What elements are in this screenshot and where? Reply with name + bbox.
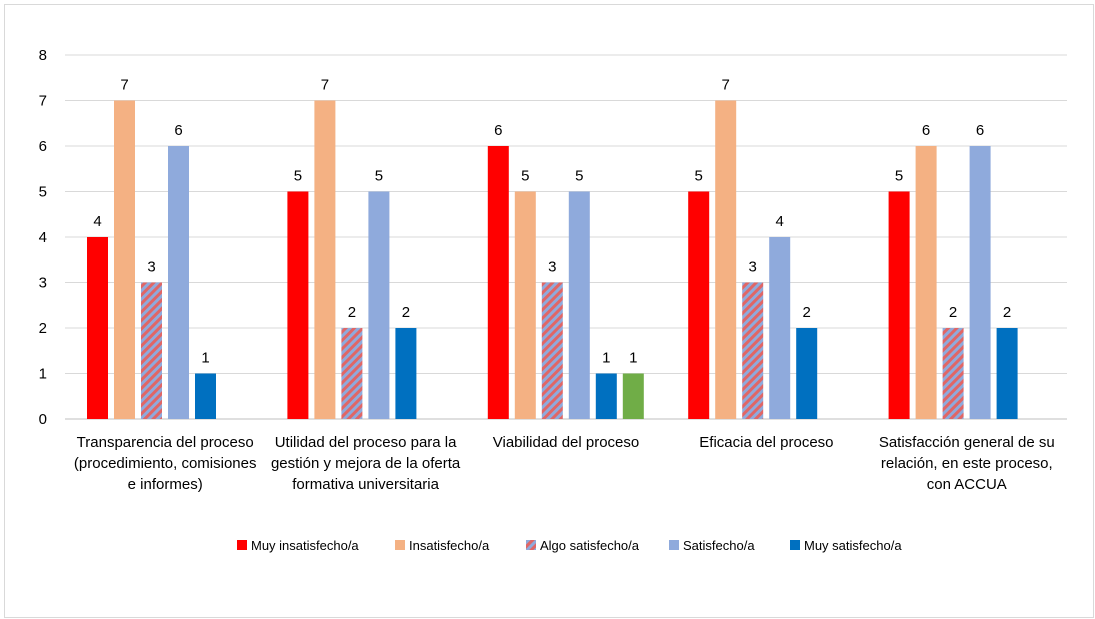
legend-label: Insatisfecho/a — [409, 538, 490, 553]
data-label: 6 — [976, 122, 984, 139]
category-label: Satisfacción general de su — [879, 434, 1055, 451]
bar — [395, 328, 417, 419]
bar — [341, 328, 363, 419]
category-label: Eficacia del proceso — [699, 434, 833, 451]
bar — [942, 328, 964, 419]
category-label: (procedimiento, comisiones — [74, 455, 257, 472]
y-tick-label: 5 — [39, 184, 47, 201]
bar — [888, 191, 910, 419]
legend-swatch — [669, 540, 679, 550]
bar — [314, 100, 336, 419]
bar — [114, 100, 135, 419]
data-label: 6 — [922, 122, 930, 139]
data-label: 1 — [201, 350, 209, 367]
legend-label: Algo satisfecho/a — [540, 538, 640, 553]
legend-label: Muy satisfecho/a — [804, 538, 902, 553]
y-tick-label: 1 — [39, 366, 47, 383]
legend-swatch — [790, 540, 800, 550]
bar — [688, 191, 710, 419]
data-label: 6 — [174, 122, 182, 139]
category-label: con ACCUA — [927, 476, 1007, 493]
data-label: 2 — [348, 304, 356, 321]
data-label: 6 — [494, 122, 502, 139]
y-tick-label: 0 — [39, 411, 47, 428]
legend: Muy insatisfecho/a Insatisfecho/a Algo sat… — [237, 538, 902, 553]
data-label: 2 — [402, 304, 410, 321]
bar — [568, 191, 590, 419]
legend-label: Muy insatisfecho/a — [251, 538, 359, 553]
data-label: 2 — [1003, 304, 1011, 321]
data-label: 7 — [120, 77, 128, 94]
data-label: 5 — [375, 168, 383, 185]
data-label: 3 — [749, 259, 757, 276]
bar — [769, 237, 791, 419]
bar — [514, 191, 536, 419]
bar-chart: 0 1 2 3 4 5 6 7 8 4 7 3 6 1 5 7 2 5 2 6 5 3 5 1 1 5 7 3 4 2 5 6 2 6 2 Tra… — [39, 47, 1067, 553]
data-label: 7 — [321, 77, 329, 94]
y-tick-label: 4 — [39, 229, 47, 246]
bar — [541, 282, 563, 419]
bar — [141, 282, 162, 419]
legend-swatch — [395, 540, 405, 550]
bar — [195, 373, 216, 419]
bar — [742, 282, 764, 419]
data-label: 5 — [695, 168, 703, 185]
category-label: formativa universitaria — [292, 476, 439, 493]
data-label: 5 — [521, 168, 529, 185]
y-tick-label: 6 — [39, 138, 47, 155]
data-labels: 4 7 3 6 1 5 7 2 5 2 6 5 3 5 1 1 5 7 3 4 2 5 6 2 6 2 — [93, 77, 1011, 367]
bar — [87, 237, 108, 419]
category-labels: Transparencia del proceso (procedimiento,… — [74, 434, 1055, 493]
bar — [622, 373, 644, 419]
data-label: 3 — [548, 259, 556, 276]
y-tick-label: 8 — [39, 47, 47, 64]
bars — [87, 100, 1018, 419]
legend-swatch — [526, 540, 536, 550]
bar — [996, 328, 1018, 419]
legend-label: Satisfecho/a — [683, 538, 755, 553]
category-label: Utilidad del proceso para la — [275, 434, 457, 451]
legend-swatch — [237, 540, 247, 550]
y-tick-label: 3 — [39, 275, 47, 292]
data-label: 5 — [895, 168, 903, 185]
chart-frame: 0 1 2 3 4 5 6 7 8 4 7 3 6 1 5 7 2 5 2 6 5 3 5 1 1 5 7 3 4 2 5 6 2 6 2 Tra… — [4, 4, 1094, 618]
data-label: 5 — [575, 168, 583, 185]
y-axis: 0 1 2 3 4 5 6 7 8 — [39, 47, 47, 428]
bar — [487, 146, 509, 419]
category-label: gestión y mejora de la oferta — [271, 455, 461, 472]
category-label: Transparencia del proceso — [77, 434, 254, 451]
data-label: 4 — [93, 213, 101, 230]
bar — [287, 191, 309, 419]
bar — [595, 373, 617, 419]
data-label: 5 — [294, 168, 302, 185]
bar — [168, 146, 189, 419]
y-tick-label: 2 — [39, 320, 47, 337]
data-label: 1 — [602, 350, 610, 367]
gridlines — [65, 54, 1067, 420]
bar — [915, 146, 937, 419]
data-label: 3 — [147, 259, 155, 276]
category-label: relación, en este proceso, — [881, 455, 1053, 472]
y-tick-label: 7 — [39, 93, 47, 110]
bar — [796, 328, 818, 419]
data-label: 2 — [803, 304, 811, 321]
category-label: e informes) — [128, 476, 203, 493]
bar — [368, 191, 390, 419]
data-label: 4 — [776, 213, 784, 230]
bar — [969, 146, 991, 419]
data-label: 2 — [949, 304, 957, 321]
category-label: Viabilidad del proceso — [493, 434, 640, 451]
data-label: 7 — [722, 77, 730, 94]
bar — [715, 100, 737, 419]
data-label: 1 — [629, 350, 637, 367]
